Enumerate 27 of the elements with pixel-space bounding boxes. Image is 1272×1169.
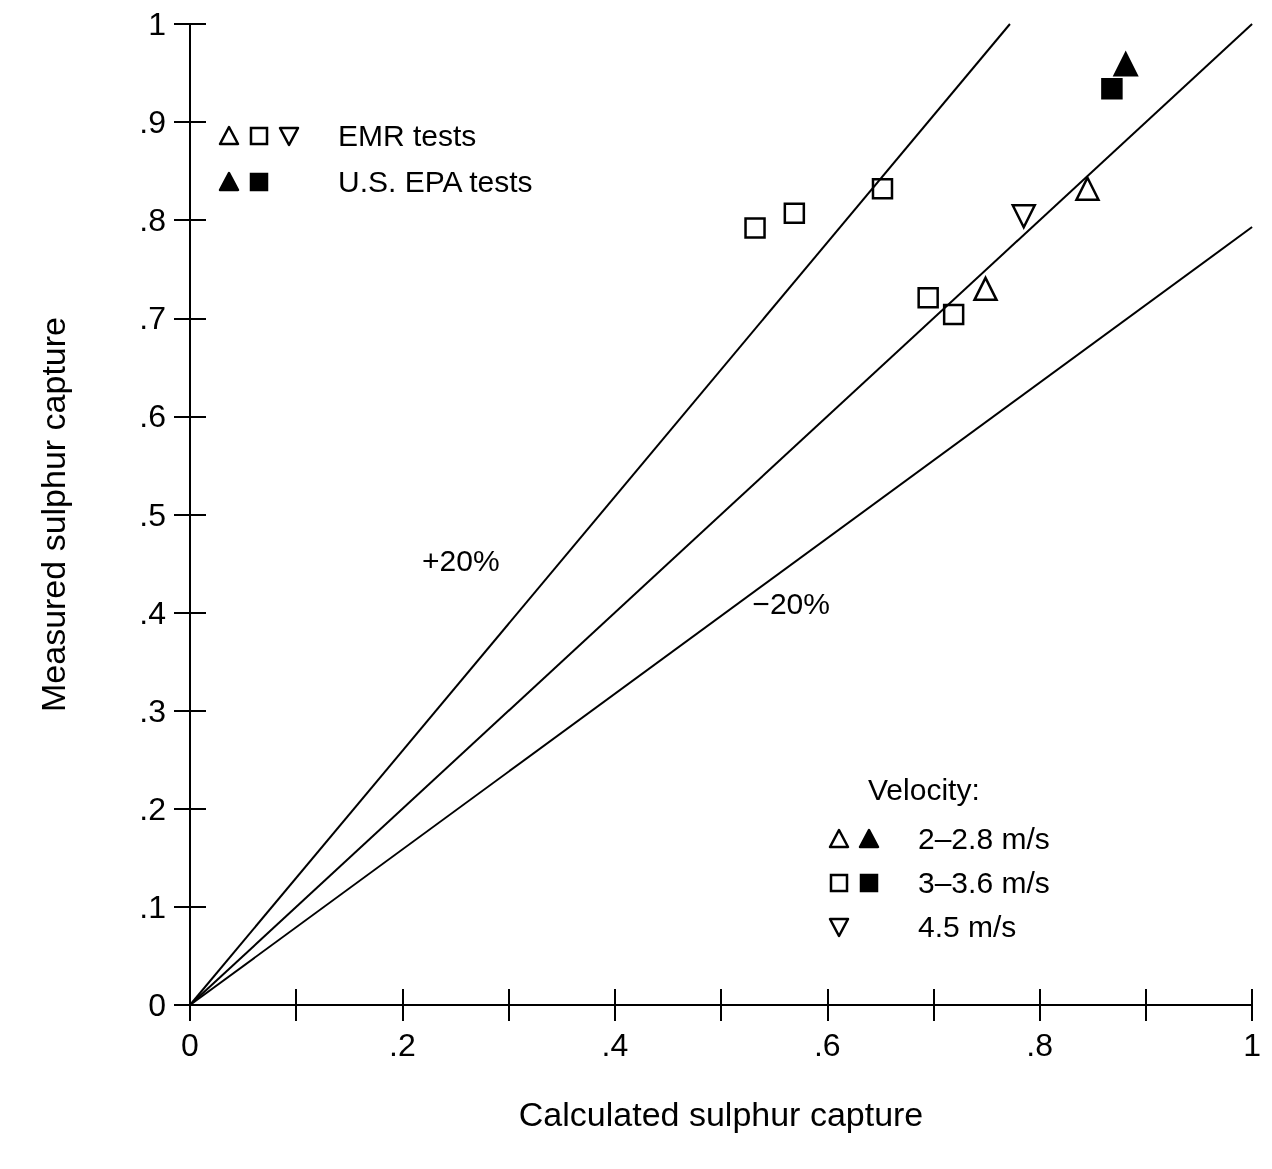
y-tick-label: .2: [139, 790, 166, 827]
y-tick-label: .8: [139, 202, 166, 239]
y-tick-label: 1: [148, 6, 166, 42]
y-axis-title: Measured sulphur capture: [34, 316, 72, 713]
x-tick-label: 1: [1243, 1027, 1261, 1063]
y-tick-label: .9: [139, 104, 166, 141]
y-tick-label: .6: [139, 398, 166, 435]
x-tick-label: .8: [1026, 1027, 1054, 1063]
y-tick-label: 0: [148, 987, 166, 1023]
y-tick-label: .7: [139, 300, 166, 337]
annotation: 3–3.6 m/s: [918, 866, 1050, 900]
x-tick-label: 0: [181, 1027, 199, 1063]
annotation: EMR tests: [338, 119, 477, 153]
x-axis-title: Calculated sulphur capture: [518, 1095, 924, 1133]
annotation: 2–2.8 m/s: [918, 822, 1050, 856]
annotation: +20%: [422, 544, 500, 578]
x-tick-label: .4: [601, 1027, 629, 1063]
y-tick-label: .1: [139, 888, 166, 925]
y-tick-label: .4: [139, 594, 166, 631]
annotation: Velocity:: [868, 773, 981, 808]
x-tick-label: .6: [813, 1027, 841, 1063]
x-tick-label: .2: [389, 1027, 416, 1063]
annotation: −20%: [752, 587, 830, 621]
annotation: 4.5 m/s: [918, 910, 1017, 944]
y-tick-label: .5: [139, 496, 166, 533]
annotation: U.S. EPA tests: [338, 165, 533, 199]
y-tick-label: .3: [139, 692, 166, 729]
